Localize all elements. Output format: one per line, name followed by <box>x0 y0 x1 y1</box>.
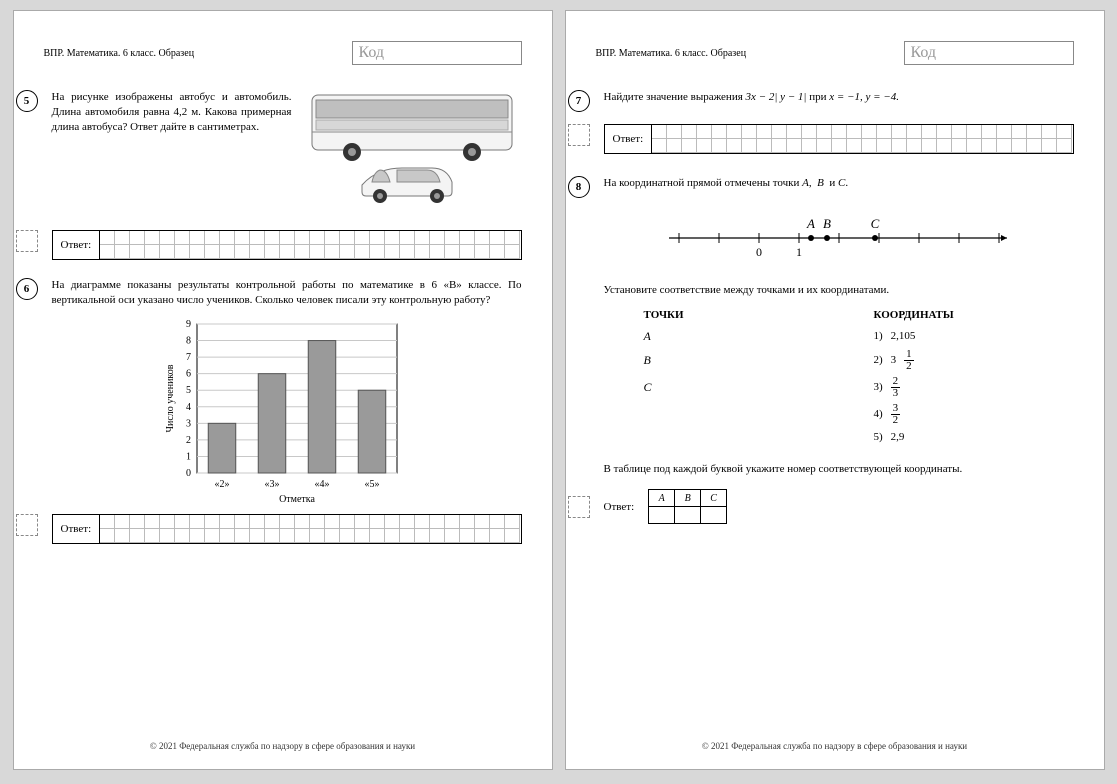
task-6: 6 На диаграмме показаны результаты контр… <box>44 278 522 308</box>
task-5-answer-row: Ответ: <box>16 230 522 260</box>
svg-text:«5»: «5» <box>364 479 379 490</box>
footer: © 2021 Федеральная служба по надзору в с… <box>566 741 1104 751</box>
score-box[interactable] <box>16 514 38 536</box>
match-area: A1)2,105B2)312C3)234)325)2,9 <box>604 328 1074 444</box>
svg-text:0: 0 <box>186 468 191 479</box>
task-number-6: 6 <box>16 278 38 300</box>
task-7: 7 Найдите значение выражения 3x − 2| y −… <box>596 90 1074 112</box>
conditions: x = −1, y = −4. <box>829 91 899 103</box>
page-left: ВПР. Математика. 6 класс. Образец Код 5 … <box>13 10 553 770</box>
task-6-text: На диаграмме показаны результаты контрол… <box>52 278 522 308</box>
code-input[interactable]: Код <box>352 41 522 65</box>
task-5: 5 На рисунке изображены автобус и автомо… <box>44 90 522 210</box>
bar-chart-wrap: 0 1 2 3 4 5 6 7 8 9 «2» «3» «4» «5» Отметка Число учени… <box>44 320 522 508</box>
answer-box-7[interactable]: Ответ: <box>604 124 1074 154</box>
bus-car-illustration <box>302 90 522 210</box>
page-header: ВПР. Математика. 6 класс. Образец Код <box>596 41 1074 65</box>
page-right: ВПР. Математика. 6 класс. Образец Код 7 … <box>565 10 1105 770</box>
task-8-answer-row: Ответ: ABC <box>568 489 1074 524</box>
svg-text:«3»: «3» <box>264 479 279 490</box>
task-5-body: На рисунке изображены автобус и автомоби… <box>52 90 522 210</box>
task-5-text: На рисунке изображены автобус и автомоби… <box>52 90 292 210</box>
answer-label: Ответ: <box>53 231 101 259</box>
svg-text:Отметка: Отметка <box>279 494 315 505</box>
answer-grid-6[interactable] <box>100 515 520 543</box>
column-headers: ТОЧКИ КООРДИНАТЫ <box>604 308 1074 323</box>
task-8-text3: В таблице под каждой буквой укажите номе… <box>604 462 1074 477</box>
svg-text:«2»: «2» <box>214 479 229 490</box>
svg-text:B: B <box>823 216 831 231</box>
score-box[interactable] <box>16 230 38 252</box>
task-6-answer-row: Ответ: <box>16 514 522 544</box>
svg-text:1: 1 <box>796 245 802 259</box>
task-number-8: 8 <box>568 176 590 198</box>
svg-text:Число учеников: Число учеников <box>165 364 176 432</box>
task-7-answer-row: Ответ: <box>568 124 1074 154</box>
svg-text:1: 1 <box>186 451 191 462</box>
task-8-text1: На координатной прямой отмечены точки A,… <box>604 176 1074 191</box>
header-title: ВПР. Математика. 6 класс. Образец <box>596 48 747 59</box>
answer-box-6[interactable]: Ответ: <box>52 514 522 544</box>
score-box[interactable] <box>568 124 590 146</box>
svg-text:A: A <box>806 216 815 231</box>
svg-text:«4»: «4» <box>314 479 329 490</box>
answer-grid-7[interactable] <box>652 125 1072 153</box>
answer-label: Ответ: <box>605 125 653 153</box>
task-number-7: 7 <box>568 90 590 112</box>
task-7-text: Найдите значение выражения 3x − 2| y − 1… <box>604 90 1074 112</box>
svg-text:0: 0 <box>756 245 762 259</box>
bar-chart: 0 1 2 3 4 5 6 7 8 9 «2» «3» «4» «5» Отметка Число учени… <box>163 320 403 508</box>
task-number-5: 5 <box>16 90 38 112</box>
svg-text:2: 2 <box>186 435 191 446</box>
answer-label: Ответ: <box>604 501 635 513</box>
svg-text:4: 4 <box>186 401 191 412</box>
svg-text:8: 8 <box>186 335 191 346</box>
svg-text:6: 6 <box>186 368 191 379</box>
svg-text:3: 3 <box>186 418 191 429</box>
code-input[interactable]: Код <box>904 41 1074 65</box>
score-box[interactable] <box>568 496 590 518</box>
abc-answer-table[interactable]: ABC <box>648 489 727 524</box>
page-header: ВПР. Математика. 6 класс. Образец Код <box>44 41 522 65</box>
task-8-body: На координатной прямой отмечены точки A,… <box>604 176 1074 477</box>
svg-text:5: 5 <box>186 385 191 396</box>
svg-text:C: C <box>870 216 879 231</box>
svg-text:7: 7 <box>186 352 191 363</box>
answer-box-5[interactable]: Ответ: <box>52 230 522 260</box>
footer: © 2021 Федеральная служба по надзору в с… <box>14 741 552 751</box>
task-8: 8 На координатной прямой отмечены точки … <box>596 176 1074 477</box>
number-line: 0 1AB C <box>604 205 1074 265</box>
answer-grid-5[interactable] <box>100 231 520 259</box>
task-8-text2: Установите соответствие между точками и … <box>604 283 1074 298</box>
header-title: ВПР. Математика. 6 класс. Образец <box>44 48 195 59</box>
expression: 3x − 2| y − 1| <box>746 91 807 103</box>
answer-label: Ответ: <box>53 515 101 543</box>
svg-text:9: 9 <box>186 320 191 330</box>
